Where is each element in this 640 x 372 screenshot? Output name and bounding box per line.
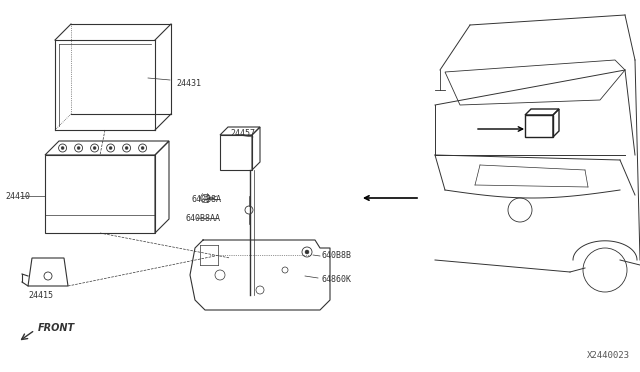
Circle shape — [125, 147, 128, 150]
Text: FRONT: FRONT — [38, 323, 75, 333]
Text: X2440023: X2440023 — [587, 351, 630, 360]
Text: 640B8AA: 640B8AA — [185, 214, 220, 222]
Circle shape — [93, 147, 96, 150]
Text: 64860K: 64860K — [322, 276, 352, 285]
Text: 640B8B: 640B8B — [322, 251, 352, 260]
Circle shape — [61, 147, 64, 150]
Circle shape — [141, 147, 144, 150]
Text: 24410: 24410 — [5, 192, 30, 201]
Circle shape — [109, 147, 112, 150]
Text: 24457: 24457 — [230, 128, 255, 138]
Circle shape — [305, 250, 309, 254]
Text: 24431: 24431 — [176, 78, 201, 87]
Text: 24415: 24415 — [28, 292, 53, 301]
Text: 640B8A: 640B8A — [192, 195, 222, 203]
Circle shape — [77, 147, 80, 150]
